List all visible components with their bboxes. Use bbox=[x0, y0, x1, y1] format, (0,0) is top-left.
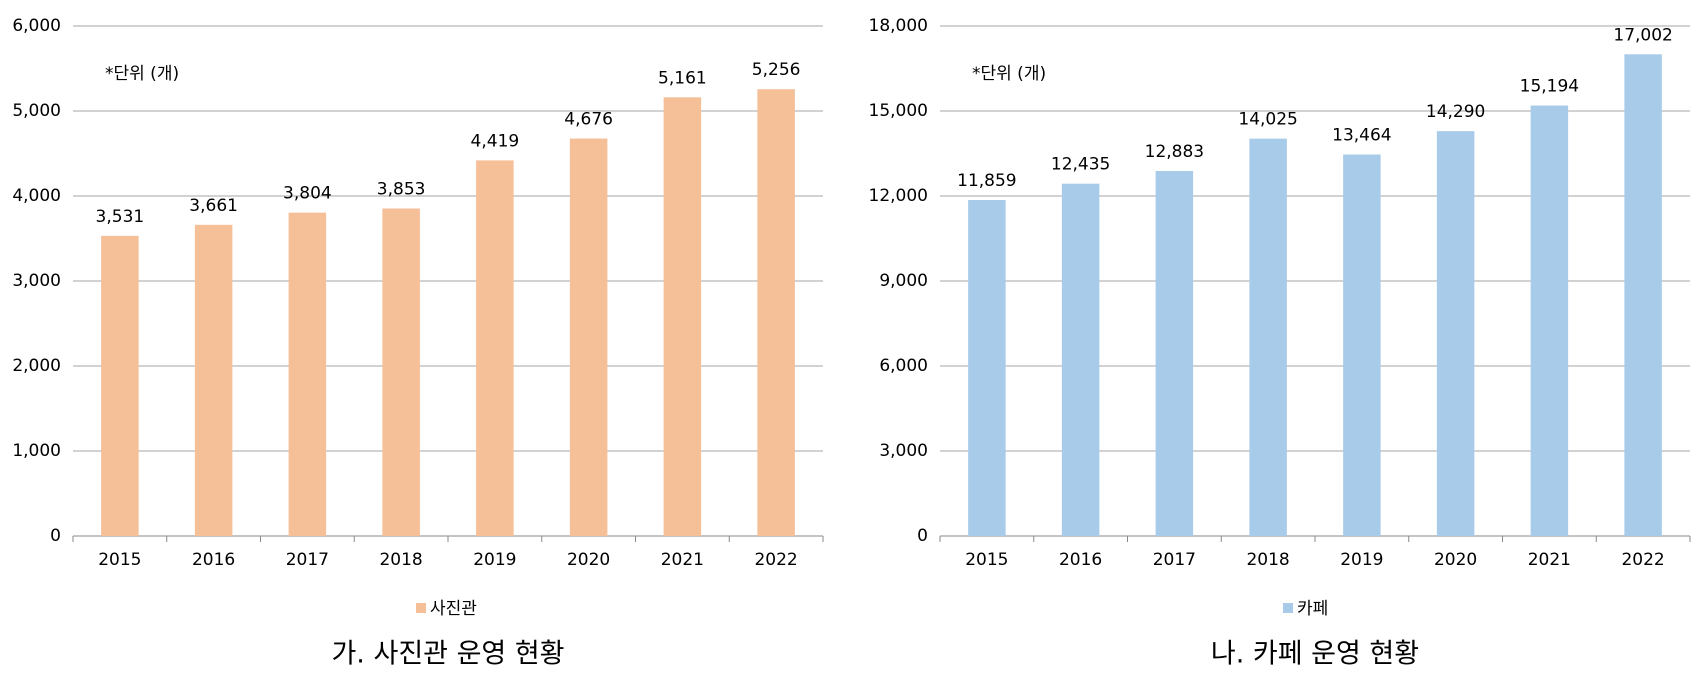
annotation: *단위 (개) bbox=[972, 64, 1046, 84]
x-tick-label: 2019 bbox=[1340, 550, 1383, 570]
y-tick-label: 15,000 bbox=[869, 101, 928, 121]
bar bbox=[1061, 183, 1100, 537]
bar bbox=[194, 224, 233, 536]
bar bbox=[476, 160, 514, 536]
legend-label: 사진관 bbox=[430, 599, 477, 619]
y-tick-label: 6,000 bbox=[879, 356, 928, 376]
legend-swatch bbox=[416, 603, 426, 613]
value-label: 5,161 bbox=[658, 68, 707, 88]
x-tick-label: 2022 bbox=[754, 550, 797, 570]
bar bbox=[1436, 131, 1475, 536]
bar bbox=[663, 97, 702, 536]
value-label: 17,002 bbox=[1613, 25, 1672, 45]
y-tick-label: 18,000 bbox=[869, 16, 928, 36]
y-tick-label: 1,000 bbox=[12, 441, 61, 461]
value-label: 5,256 bbox=[752, 60, 801, 80]
bar bbox=[101, 235, 139, 537]
value-label: 14,290 bbox=[1426, 102, 1485, 122]
bar bbox=[1530, 105, 1569, 537]
value-label: 3,531 bbox=[96, 207, 145, 227]
legend-swatch bbox=[1283, 603, 1293, 613]
x-tick-label: 2018 bbox=[1246, 550, 1289, 570]
value-label: 13,464 bbox=[1332, 126, 1391, 146]
annotation: *단위 (개) bbox=[105, 64, 179, 84]
value-label: 12,883 bbox=[1145, 142, 1204, 162]
bar bbox=[288, 212, 327, 536]
y-tick-label: 3,000 bbox=[12, 271, 61, 291]
legend-label: 카페 bbox=[1297, 599, 1328, 619]
bar bbox=[1249, 138, 1287, 536]
y-tick-label: 0 bbox=[50, 526, 61, 546]
value-label: 11,859 bbox=[957, 171, 1016, 191]
bar bbox=[757, 89, 795, 537]
value-label: 3,853 bbox=[377, 179, 426, 199]
value-label: 3,804 bbox=[283, 184, 332, 204]
bar bbox=[382, 208, 420, 536]
x-tick-label: 2018 bbox=[379, 550, 422, 570]
value-label: 12,435 bbox=[1051, 155, 1110, 175]
bar bbox=[1343, 154, 1381, 536]
bar bbox=[1624, 54, 1662, 536]
value-label: 14,025 bbox=[1238, 110, 1297, 130]
x-tick-label: 2021 bbox=[661, 550, 704, 570]
bar bbox=[569, 138, 608, 537]
x-tick-label: 2019 bbox=[473, 550, 516, 570]
y-tick-label: 9,000 bbox=[879, 271, 928, 291]
x-tick-label: 2015 bbox=[98, 550, 141, 570]
x-tick-label: 2017 bbox=[286, 550, 329, 570]
x-tick-label: 2020 bbox=[567, 550, 610, 570]
y-tick-label: 4,000 bbox=[12, 186, 61, 206]
y-tick-label: 5,000 bbox=[12, 101, 61, 121]
value-label: 4,676 bbox=[564, 110, 613, 130]
x-tick-label: 2016 bbox=[192, 550, 235, 570]
x-tick-label: 2016 bbox=[1059, 550, 1102, 570]
bar bbox=[968, 199, 1006, 536]
y-tick-label: 3,000 bbox=[879, 441, 928, 461]
x-tick-label: 2015 bbox=[965, 550, 1008, 570]
y-tick-label: 2,000 bbox=[12, 356, 61, 376]
value-label: 4,419 bbox=[471, 131, 520, 151]
x-tick-label: 2020 bbox=[1434, 550, 1477, 570]
value-label: 3,661 bbox=[189, 196, 238, 216]
y-tick-label: 12,000 bbox=[869, 186, 928, 206]
chart-title: 나. 카페 운영 현황 bbox=[1211, 639, 1419, 670]
chart-title: 가. 사진관 운영 현황 bbox=[331, 639, 564, 670]
y-tick-label: 6,000 bbox=[12, 16, 61, 36]
y-tick-label: 0 bbox=[917, 526, 928, 546]
bar bbox=[1155, 170, 1194, 536]
x-tick-label: 2021 bbox=[1528, 550, 1571, 570]
x-tick-label: 2022 bbox=[1621, 550, 1664, 570]
x-tick-label: 2017 bbox=[1153, 550, 1196, 570]
value-label: 15,194 bbox=[1520, 77, 1579, 97]
